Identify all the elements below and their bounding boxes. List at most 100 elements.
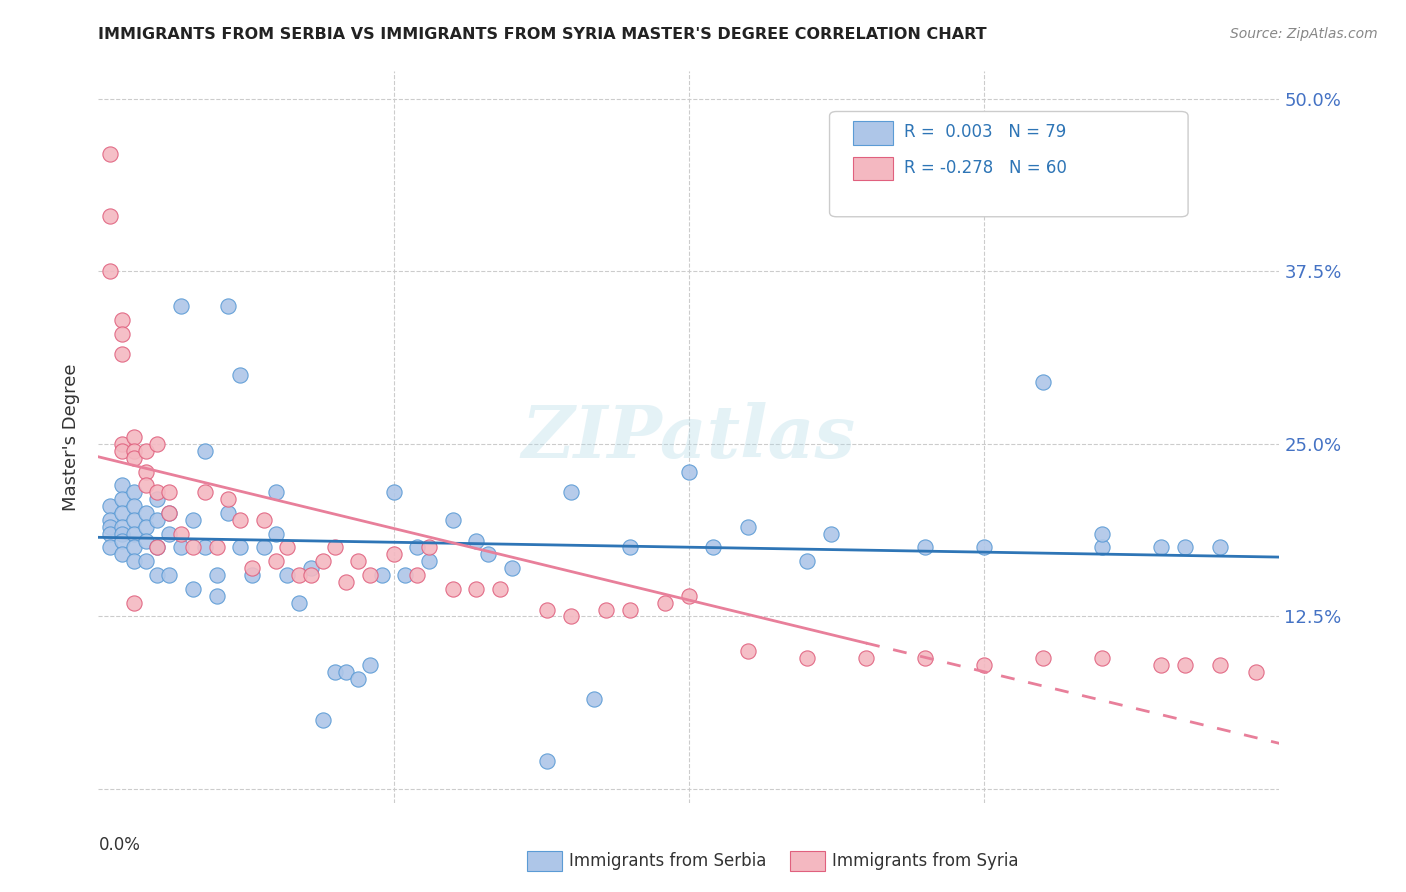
Point [135, 554, 157, 568]
Point [382, 485, 405, 500]
Point [276, 568, 298, 582]
Point [406, 568, 429, 582]
Point [157, 526, 180, 541]
Point [181, 541, 204, 555]
Point [98, 520, 121, 534]
Point [312, 713, 335, 727]
Point [501, 561, 523, 575]
Point [111, 443, 134, 458]
Text: Immigrants from Syria: Immigrants from Syria [832, 852, 1019, 870]
Point [146, 437, 169, 451]
Point [288, 568, 311, 582]
Point [181, 582, 204, 596]
Y-axis label: Master's Degree: Master's Degree [62, 363, 80, 511]
Point [194, 485, 217, 500]
Point [418, 541, 440, 555]
Text: R = -0.278   N = 60: R = -0.278 N = 60 [904, 159, 1067, 177]
Point [98, 541, 121, 555]
Point [205, 589, 228, 603]
Point [619, 602, 641, 616]
Point [111, 520, 134, 534]
Text: Source: ZipAtlas.com: Source: ZipAtlas.com [1230, 27, 1378, 41]
Point [914, 541, 936, 555]
Point [146, 485, 169, 500]
Text: 0.0%: 0.0% [98, 836, 141, 854]
Point [914, 651, 936, 665]
Point [98, 264, 121, 278]
Point [394, 568, 416, 582]
Point [1150, 541, 1173, 555]
Point [1174, 541, 1197, 555]
Point [111, 437, 134, 451]
Point [240, 561, 263, 575]
Point [157, 506, 180, 520]
Point [264, 485, 287, 500]
Point [359, 568, 381, 582]
Point [157, 568, 180, 582]
Point [619, 541, 641, 555]
Point [111, 492, 134, 507]
Point [122, 499, 145, 513]
Point [536, 755, 558, 769]
Point [122, 596, 145, 610]
Point [98, 513, 121, 527]
Point [135, 465, 157, 479]
Point [194, 541, 217, 555]
Point [323, 541, 346, 555]
Point [111, 526, 134, 541]
Point [583, 692, 606, 706]
Point [678, 465, 700, 479]
Point [217, 506, 239, 520]
Point [299, 561, 322, 575]
Point [98, 209, 121, 223]
Point [1150, 657, 1173, 672]
Text: Immigrants from Serbia: Immigrants from Serbia [569, 852, 766, 870]
Point [1091, 541, 1114, 555]
Point [1091, 651, 1114, 665]
Point [335, 574, 357, 589]
Point [702, 541, 724, 555]
Point [654, 596, 676, 610]
Point [737, 644, 759, 658]
Point [1091, 526, 1114, 541]
Point [441, 582, 464, 596]
Point [111, 506, 134, 520]
Point [276, 541, 298, 555]
Point [477, 548, 499, 562]
Point [406, 541, 429, 555]
Point [181, 513, 204, 527]
Point [229, 541, 252, 555]
Point [323, 665, 346, 679]
Point [170, 526, 193, 541]
Point [796, 651, 818, 665]
Point [146, 513, 169, 527]
Point [98, 499, 121, 513]
Point [122, 526, 145, 541]
Point [1209, 657, 1232, 672]
Point [111, 548, 134, 562]
Text: IMMIGRANTS FROM SERBIA VS IMMIGRANTS FROM SYRIA MASTER'S DEGREE CORRELATION CHAR: IMMIGRANTS FROM SERBIA VS IMMIGRANTS FRO… [98, 27, 987, 42]
Point [536, 602, 558, 616]
Point [111, 478, 134, 492]
Point [122, 513, 145, 527]
Point [111, 533, 134, 548]
Point [312, 554, 335, 568]
Point [973, 657, 995, 672]
Point [111, 326, 134, 341]
Point [1032, 375, 1054, 389]
Point [229, 368, 252, 382]
Point [122, 450, 145, 465]
Point [135, 478, 157, 492]
Point [111, 347, 134, 361]
Point [1174, 657, 1197, 672]
Point [347, 672, 370, 686]
Point [1209, 541, 1232, 555]
Point [465, 533, 488, 548]
Point [146, 541, 169, 555]
Point [560, 485, 582, 500]
Point [264, 526, 287, 541]
Point [194, 443, 217, 458]
Point [146, 541, 169, 555]
Point [98, 147, 121, 161]
Point [264, 554, 287, 568]
